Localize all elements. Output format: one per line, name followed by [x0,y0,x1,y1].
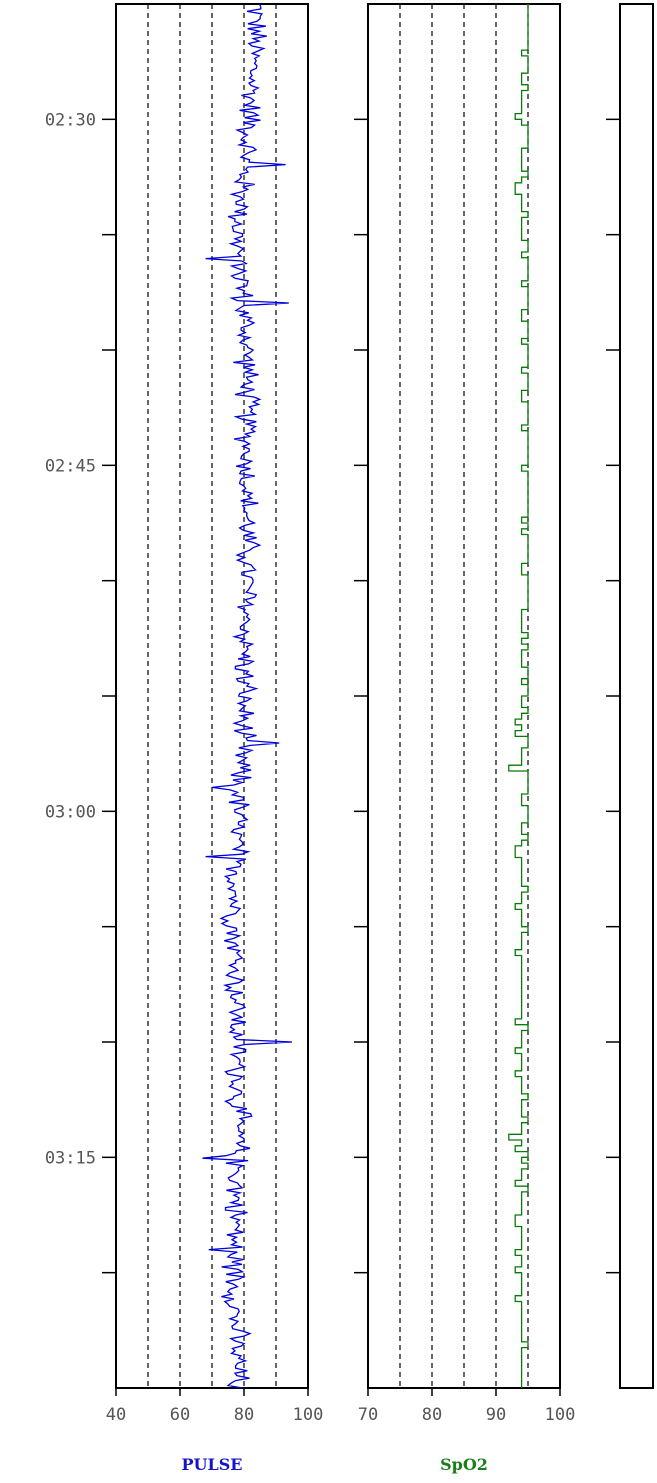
chart-panel-2: 70 80 90 100 SpO2 [354,3,576,1474]
plot-frame [619,3,654,1389]
x-tick-label: 100 [545,1405,576,1425]
x-tick-label: 80 [234,1405,254,1425]
y-tick-label: 03:00 [45,802,96,822]
pulse-series-line [202,3,293,1389]
y-tick-label: 03:15 [45,1148,96,1168]
axis-label: SpO2 [440,1455,488,1474]
y-tick-label: 02:45 [45,456,96,476]
x-tick-label: 80 [422,1405,442,1425]
chart-panel-3 [606,3,654,1389]
y-tick-label: 02:30 [45,110,96,130]
x-tick-label: 90 [486,1405,506,1425]
chart-panel-1: 02:30 02:45 03:00 03:15 40 60 80 100 PULSE [45,3,324,1474]
x-tick-label: 60 [170,1405,190,1425]
spo2-series-line [508,4,529,1388]
axis-label: PULSE [182,1455,243,1474]
x-tick-label: 100 [293,1405,324,1425]
x-tick-label: 70 [358,1405,378,1425]
x-tick-label: 40 [106,1405,126,1425]
